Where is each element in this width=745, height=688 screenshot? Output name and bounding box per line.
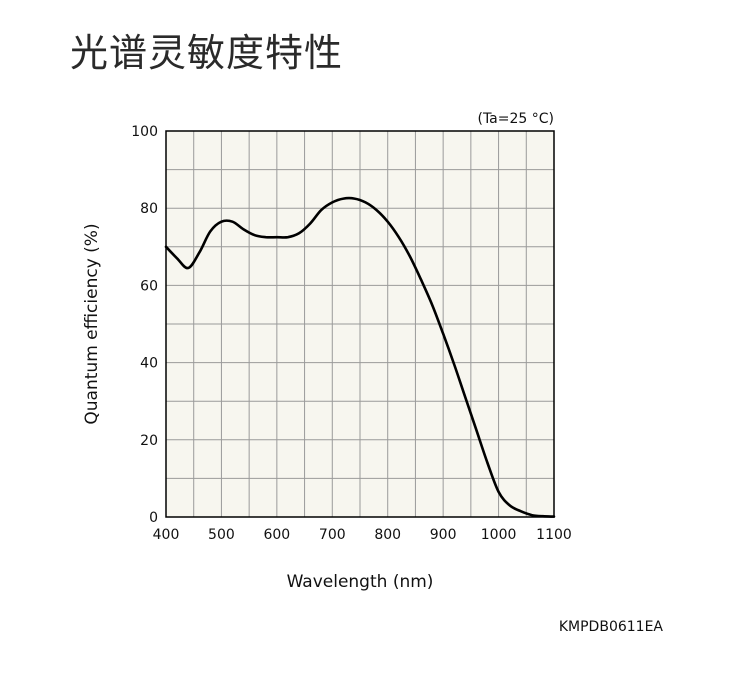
y-tick-labels: 0 20 40 60 80 100	[131, 124, 158, 526]
x-tick-label: 400	[153, 527, 180, 543]
y-tick-label: 0	[149, 510, 158, 526]
quantum-efficiency-curve	[164, 196, 556, 518]
x-tick-label: 900	[430, 527, 457, 543]
y-tick-label: 100	[131, 124, 158, 140]
y-axis-label: Quantum efficiency (%)	[82, 223, 102, 424]
x-tick-label: 1100	[536, 527, 572, 543]
x-tick-labels: 400 500 600 700 800 900 1000 1100	[153, 527, 572, 543]
x-tick-label: 700	[319, 527, 346, 543]
y-tick-label: 40	[140, 356, 158, 372]
y-tick-label: 20	[140, 433, 158, 449]
page-title: 光谱灵敏度特性	[70, 31, 344, 75]
document-code: KMPDB0611EA	[559, 619, 664, 635]
x-axis-label: Wavelength (nm)	[287, 572, 434, 592]
condition-note: (Ta=25 °C)	[477, 111, 554, 127]
y-tick-label: 80	[140, 201, 158, 217]
x-tick-label: 500	[208, 527, 235, 543]
y-tick-label: 60	[140, 278, 158, 294]
x-tick-label: 1000	[481, 527, 517, 543]
x-tick-label: 600	[263, 527, 290, 543]
x-tick-label: 800	[374, 527, 401, 543]
grid-lines	[165, 130, 555, 518]
plot-frame	[165, 130, 555, 518]
